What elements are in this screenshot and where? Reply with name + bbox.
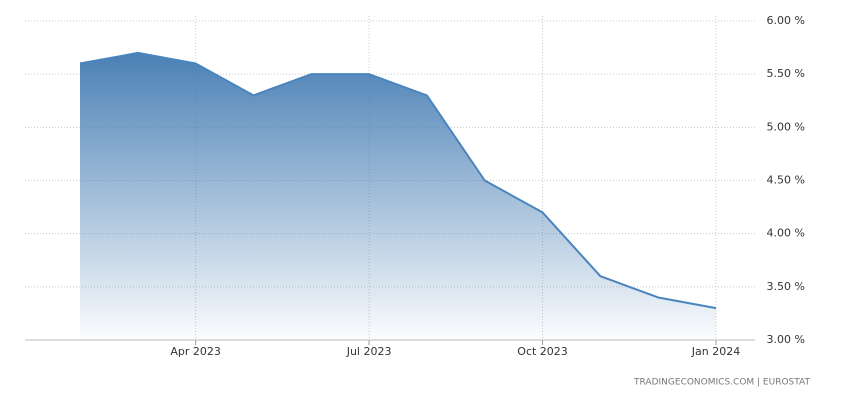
x-tick-label: Jul 2023 (346, 345, 392, 358)
area-fill (80, 52, 716, 341)
y-tick-label: 4.00 % (767, 227, 805, 240)
y-tick-label: 3.50 % (767, 280, 805, 293)
x-tick-label: Jan 2024 (691, 345, 740, 358)
line (79, 51, 717, 310)
x-tick-label: Apr 2023 (170, 345, 221, 358)
y-tick-label: 4.50 % (767, 174, 805, 187)
source: TRADINGECONOMICS.COM | EUROSTAT (633, 378, 810, 388)
y-tick-label: 5.00 % (767, 120, 805, 133)
y-tick-label: 5.50 % (767, 67, 805, 80)
x-tick-label: Oct 2023 (517, 345, 568, 358)
y-tick-label: 3.00 % (767, 333, 805, 346)
y-tick-label: 6.00 % (767, 14, 805, 27)
